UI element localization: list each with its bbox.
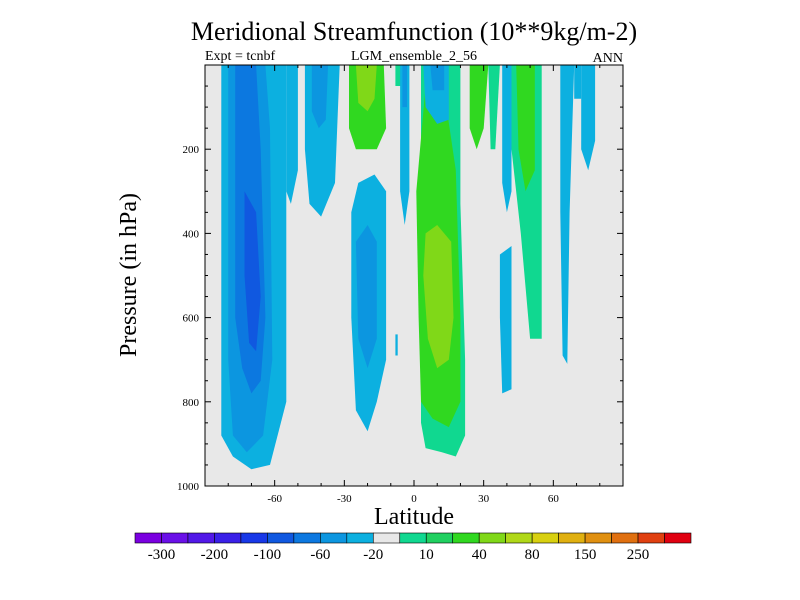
y-tick-label: 800 (183, 397, 200, 409)
colorbar-label: -200 (201, 547, 229, 563)
colorbar-label: 10 (419, 547, 434, 563)
colorbar-label: 80 (525, 547, 540, 563)
contour-sh-mid-band-a (286, 65, 298, 204)
colorbar-swatch (293, 532, 321, 544)
contour-nh-polar-blue-c (574, 65, 582, 99)
colorbar-label: -100 (254, 547, 282, 563)
colorbar-swatch (372, 532, 401, 544)
chart-title: Meridional Streamfunction (10**9kg/m-2) (191, 17, 637, 46)
contour-eq-blue-dot (395, 334, 398, 356)
contour-nh-mid-green-strip (469, 65, 489, 150)
colorbar-label: -300 (148, 547, 176, 563)
y-tick-label: 600 (183, 313, 200, 325)
colorbar-swatch (452, 532, 480, 544)
colorbar-swatch (505, 532, 533, 544)
colorbar-swatch (161, 532, 189, 544)
contour-nh-blue-column (502, 65, 512, 213)
colorbar-swatch (425, 532, 454, 544)
colorbar-swatch (637, 532, 665, 544)
colorbar-swatch (478, 532, 506, 544)
colorbar-label: -20 (363, 547, 383, 563)
x-tick-label: 0 (411, 493, 417, 505)
colorbar-swatch (240, 532, 268, 544)
contour-nh-outer-green-inner (516, 65, 535, 192)
contour-nh-polar-blue-b (581, 65, 596, 171)
colorbar-label: -60 (310, 547, 330, 563)
y-tick-label: 400 (183, 228, 200, 240)
colorbar-label: 250 (627, 547, 650, 563)
contour-nh-upper-blue-inner (430, 65, 445, 91)
contour-sh-cell-core (244, 191, 261, 352)
colorbar-swatch (214, 532, 242, 544)
colorbar: -300 -200 -100 -60 -20 10 40 80 150 250 (134, 532, 692, 563)
subtitle-center: LGM_ensemble_2_56 (351, 49, 477, 64)
y-tick-label: 1000 (177, 481, 200, 493)
y-tick-label: 200 (183, 144, 200, 156)
x-tick-label: -60 (267, 493, 282, 505)
colorbar-swatch (531, 532, 559, 544)
contour-subtropic-green-inner (355, 65, 377, 112)
subtitle-right: ANN (593, 51, 623, 66)
colorbar-swatch (611, 532, 639, 544)
contour-tropic-blue-column-inner (355, 225, 377, 369)
contour-nh-green-core (423, 225, 454, 369)
contour-regions (221, 65, 596, 470)
x-axis-label: Latitude (374, 504, 454, 530)
colorbar-swatch (134, 532, 162, 544)
colorbar-label: 40 (472, 547, 487, 563)
colorbar-swatch (558, 532, 586, 544)
contour-nh-mid-blue-pocket (499, 246, 512, 394)
axis-ticks: -60 -30 0 30 60 200 400 600 800 1000 (177, 65, 624, 505)
colorbar-label: 150 (574, 547, 597, 563)
x-tick-label: 30 (478, 493, 490, 505)
contour-sh-mid-band-b-inner (311, 65, 329, 129)
contour-eq-blue-thin-inner (402, 65, 407, 108)
colorbar-swatch (584, 532, 612, 544)
colorbar-swatch (399, 532, 427, 544)
colorbar-swatch (267, 532, 295, 544)
y-axis-label: Pressure (in hPa) (116, 193, 142, 357)
colorbar-swatch (346, 532, 374, 544)
contour-nh-mid-teal (488, 65, 500, 150)
contour-nh-polar-blue-a (560, 65, 575, 364)
colorbar-swatch (664, 532, 692, 544)
x-tick-label: -30 (337, 493, 352, 505)
subtitle-left: Expt = tcnbf (205, 49, 275, 64)
colorbar-swatch (187, 532, 215, 544)
colorbar-swatch (320, 532, 348, 544)
x-tick-label: 60 (548, 493, 560, 505)
